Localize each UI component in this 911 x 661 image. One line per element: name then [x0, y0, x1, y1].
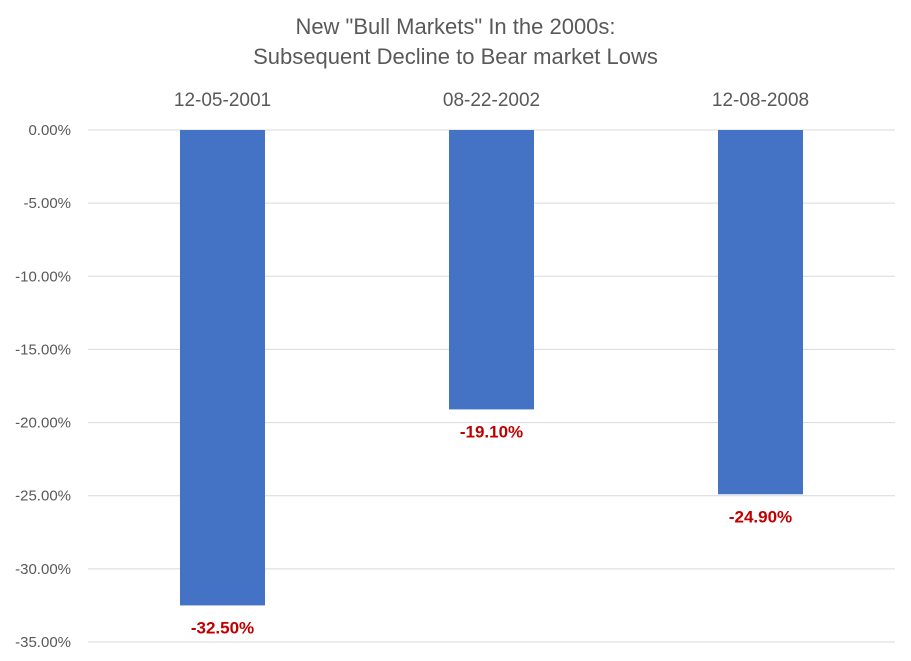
bar — [718, 130, 803, 495]
bar — [449, 130, 534, 410]
y-tick-label: -15.00% — [15, 341, 71, 358]
y-tick-label: -25.00% — [15, 488, 71, 505]
y-tick-label: -30.00% — [15, 561, 71, 578]
y-tick-label: -20.00% — [15, 415, 71, 432]
bar — [180, 130, 265, 606]
chart-title: New "Bull Markets" In the 2000s: — [295, 14, 616, 39]
data-label: -19.10% — [460, 422, 523, 441]
y-tick-label: -35.00% — [15, 634, 71, 651]
data-label: -24.90% — [729, 507, 792, 526]
data-label: -32.50% — [191, 618, 254, 637]
category-label: 08-22-2002 — [443, 90, 540, 111]
category-label: 12-05-2001 — [174, 90, 271, 111]
y-tick-label: -10.00% — [15, 268, 71, 285]
chart-subtitle: Subsequent Decline to Bear market Lows — [253, 44, 658, 69]
y-tick-label: -5.00% — [23, 195, 71, 212]
y-tick-label: 0.00% — [28, 122, 71, 139]
category-label: 12-08-2008 — [712, 90, 809, 111]
